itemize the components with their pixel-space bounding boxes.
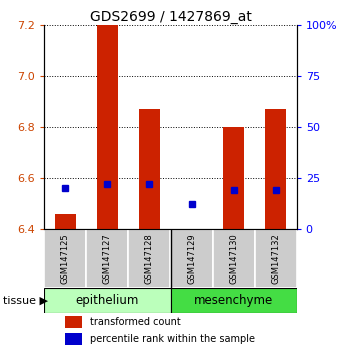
Bar — [64, 316, 82, 328]
Bar — [212, 229, 255, 288]
Bar — [97, 25, 118, 229]
Text: percentile rank within the sample: percentile rank within the sample — [90, 335, 255, 344]
Text: tissue ▶: tissue ▶ — [3, 296, 48, 306]
Text: GSM147127: GSM147127 — [103, 233, 112, 284]
Bar — [139, 109, 160, 229]
Bar — [55, 214, 76, 229]
Title: GDS2699 / 1427869_at: GDS2699 / 1427869_at — [90, 10, 251, 24]
Bar — [223, 127, 244, 229]
Bar — [64, 333, 82, 345]
Text: GSM147130: GSM147130 — [229, 233, 238, 284]
Text: GSM147132: GSM147132 — [271, 233, 280, 284]
Bar — [170, 229, 212, 288]
Bar — [255, 229, 297, 288]
Bar — [129, 229, 170, 288]
Text: epithelium: epithelium — [76, 294, 139, 307]
Text: mesenchyme: mesenchyme — [194, 294, 273, 307]
Bar — [86, 229, 129, 288]
Bar — [170, 288, 297, 313]
Text: GSM147129: GSM147129 — [187, 233, 196, 284]
Text: GSM147125: GSM147125 — [61, 233, 70, 284]
Bar — [265, 109, 286, 229]
Text: transformed count: transformed count — [90, 318, 180, 327]
Bar — [44, 288, 170, 313]
Bar — [44, 229, 86, 288]
Text: GSM147128: GSM147128 — [145, 233, 154, 284]
